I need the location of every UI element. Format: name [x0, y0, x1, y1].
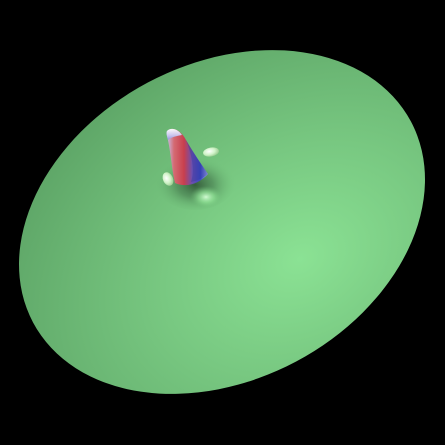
surface-highlight: [190, 186, 222, 208]
spike-lobe-right: [203, 147, 219, 157]
spike-peak: [166, 128, 208, 186]
spike-tip: [166, 128, 182, 140]
spike-lobe-left: [162, 172, 174, 186]
spike-rim-shadow: [186, 140, 208, 182]
